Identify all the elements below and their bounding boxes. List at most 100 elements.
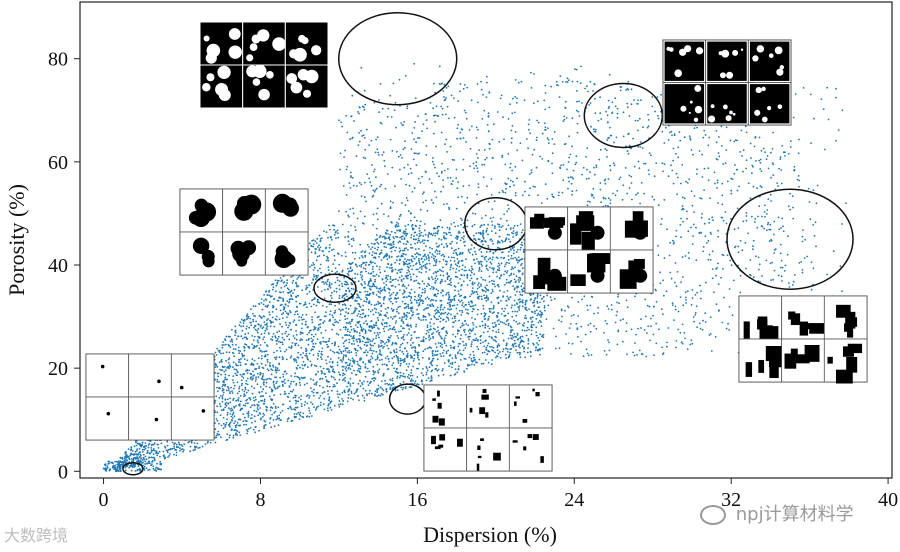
data-point — [496, 268, 499, 271]
data-point — [527, 342, 530, 345]
data-point — [497, 262, 500, 265]
data-point — [461, 302, 464, 304]
data-point — [231, 413, 234, 416]
data-point — [376, 316, 379, 319]
data-point — [325, 231, 328, 234]
data-point — [285, 330, 287, 333]
data-point — [319, 267, 321, 270]
data-point — [356, 349, 359, 352]
data-point — [311, 415, 313, 417]
data-point — [456, 303, 459, 306]
data-point — [173, 453, 175, 456]
data-point — [320, 401, 322, 404]
data-point — [314, 373, 317, 376]
data-point — [330, 409, 333, 411]
data-point — [224, 339, 227, 342]
data-point — [421, 175, 423, 178]
data-point — [372, 275, 375, 277]
data-point — [274, 388, 277, 390]
data-point — [398, 269, 401, 271]
data-point — [476, 277, 479, 280]
data-point — [690, 304, 693, 306]
data-point — [272, 380, 275, 383]
data-point — [433, 322, 435, 325]
data-point — [361, 382, 363, 384]
data-point — [115, 460, 118, 463]
data-point — [281, 317, 284, 319]
data-point — [497, 301, 500, 304]
data-point — [765, 259, 768, 262]
data-point — [446, 313, 449, 316]
data-point — [399, 213, 402, 216]
data-point — [434, 264, 437, 267]
data-point — [295, 342, 298, 345]
data-point — [177, 446, 180, 448]
data-point — [436, 250, 439, 252]
data-point — [347, 322, 349, 324]
data-point — [406, 324, 409, 327]
data-point — [469, 328, 471, 331]
data-point — [365, 300, 368, 303]
data-point — [516, 224, 519, 227]
data-point — [427, 306, 430, 309]
data-point — [493, 280, 495, 283]
data-point — [435, 259, 438, 261]
data-point — [225, 351, 228, 354]
data-point — [410, 334, 413, 337]
data-point — [377, 394, 380, 397]
data-point — [526, 351, 529, 354]
data-point — [392, 246, 394, 248]
data-point — [358, 364, 360, 367]
data-point — [252, 428, 255, 431]
data-point — [402, 381, 405, 383]
data-point — [512, 252, 515, 255]
data-point — [144, 463, 146, 465]
data-point — [411, 307, 414, 310]
data-point — [275, 418, 278, 421]
data-point — [516, 261, 519, 264]
data-point — [372, 338, 375, 341]
data-point — [276, 282, 279, 285]
data-point — [232, 412, 235, 415]
data-point — [243, 354, 246, 357]
data-point — [487, 330, 489, 333]
data-point — [272, 283, 274, 286]
data-point — [536, 100, 539, 103]
data-point — [474, 333, 477, 336]
data-point — [222, 427, 225, 430]
data-point — [349, 385, 352, 387]
data-point — [247, 410, 250, 413]
data-point — [435, 232, 437, 235]
data-point — [450, 234, 452, 237]
data-point — [390, 285, 393, 287]
data-point — [510, 279, 513, 282]
data-point — [312, 343, 315, 345]
data-point — [423, 223, 426, 225]
data-point — [536, 295, 539, 297]
data-point — [383, 325, 386, 328]
data-point — [370, 355, 373, 358]
data-point — [502, 191, 505, 194]
data-point — [365, 200, 367, 203]
data-point — [379, 234, 382, 237]
data-point — [393, 351, 396, 354]
data-point — [350, 287, 353, 290]
data-point — [263, 425, 265, 428]
data-point — [411, 228, 414, 231]
data-point — [451, 357, 454, 360]
data-point — [401, 350, 404, 353]
data-point — [699, 297, 702, 300]
data-point — [245, 363, 247, 366]
data-point — [456, 264, 459, 267]
data-point — [328, 340, 330, 342]
data-point — [378, 336, 380, 339]
data-point — [475, 137, 478, 139]
data-point — [268, 422, 271, 424]
data-point — [357, 313, 360, 315]
data-point — [221, 396, 224, 398]
data-point — [403, 307, 406, 309]
data-point — [309, 360, 312, 363]
data-point — [330, 292, 333, 294]
data-point — [512, 236, 514, 238]
data-point — [723, 296, 725, 299]
